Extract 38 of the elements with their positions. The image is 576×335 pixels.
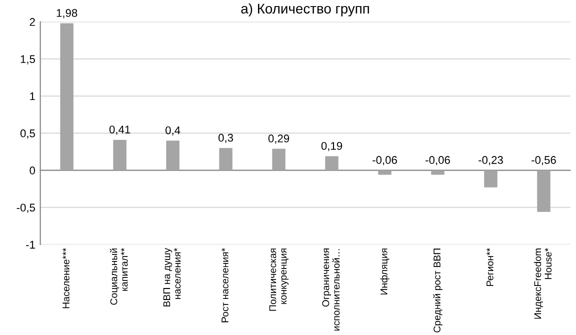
bar — [219, 148, 232, 170]
data-label: -0,06 — [426, 156, 450, 166]
y-tick-label: -1 — [26, 240, 35, 249]
data-label: -0,23 — [478, 156, 503, 166]
x-tick-label: Население*** — [62, 248, 70, 308]
bar — [325, 156, 338, 170]
y-tick-label: 0 — [30, 166, 36, 174]
data-label: -0,06 — [372, 156, 397, 166]
bar — [113, 140, 126, 170]
x-tick-label: Политическая конкуренция — [269, 248, 289, 311]
x-tick-label: Средний рост ВВП — [433, 248, 442, 332]
x-tick-label: Социальный капитал** — [110, 248, 128, 305]
bar — [484, 170, 498, 188]
data-label: 0,4 — [166, 126, 180, 136]
y-tick-label: 2 — [30, 18, 35, 26]
bar — [166, 140, 180, 170]
data-label: 0,3 — [218, 134, 234, 143]
x-tick-label: ВВП на душу населения* — [163, 248, 181, 306]
bar — [272, 148, 286, 170]
data-label: 0,41 — [109, 126, 130, 135]
bar — [60, 23, 74, 170]
y-tick-label: 1 — [30, 92, 35, 100]
data-label: 1,98 — [56, 9, 78, 18]
y-tick-label: 1,5 — [20, 55, 35, 64]
x-tick-label: Регион** — [486, 248, 494, 286]
data-label: 0,19 — [321, 142, 342, 152]
x-tick-label: Инфляция — [380, 248, 390, 294]
chart-title: а) Количество групп — [241, 3, 369, 16]
bar — [537, 170, 550, 212]
data-label: 0,29 — [268, 134, 290, 144]
data-label: -0,56 — [532, 156, 556, 166]
bar — [378, 170, 392, 175]
x-tick-label: ИндексFreedom House* — [534, 248, 552, 319]
y-tick-label: 0,5 — [20, 129, 35, 139]
x-tick-label: Рост населения* — [222, 248, 228, 322]
y-tick-label: -0,5 — [16, 204, 35, 213]
x-tick-label: Ограничения исполнительной… — [322, 248, 340, 331]
bar — [431, 170, 444, 175]
